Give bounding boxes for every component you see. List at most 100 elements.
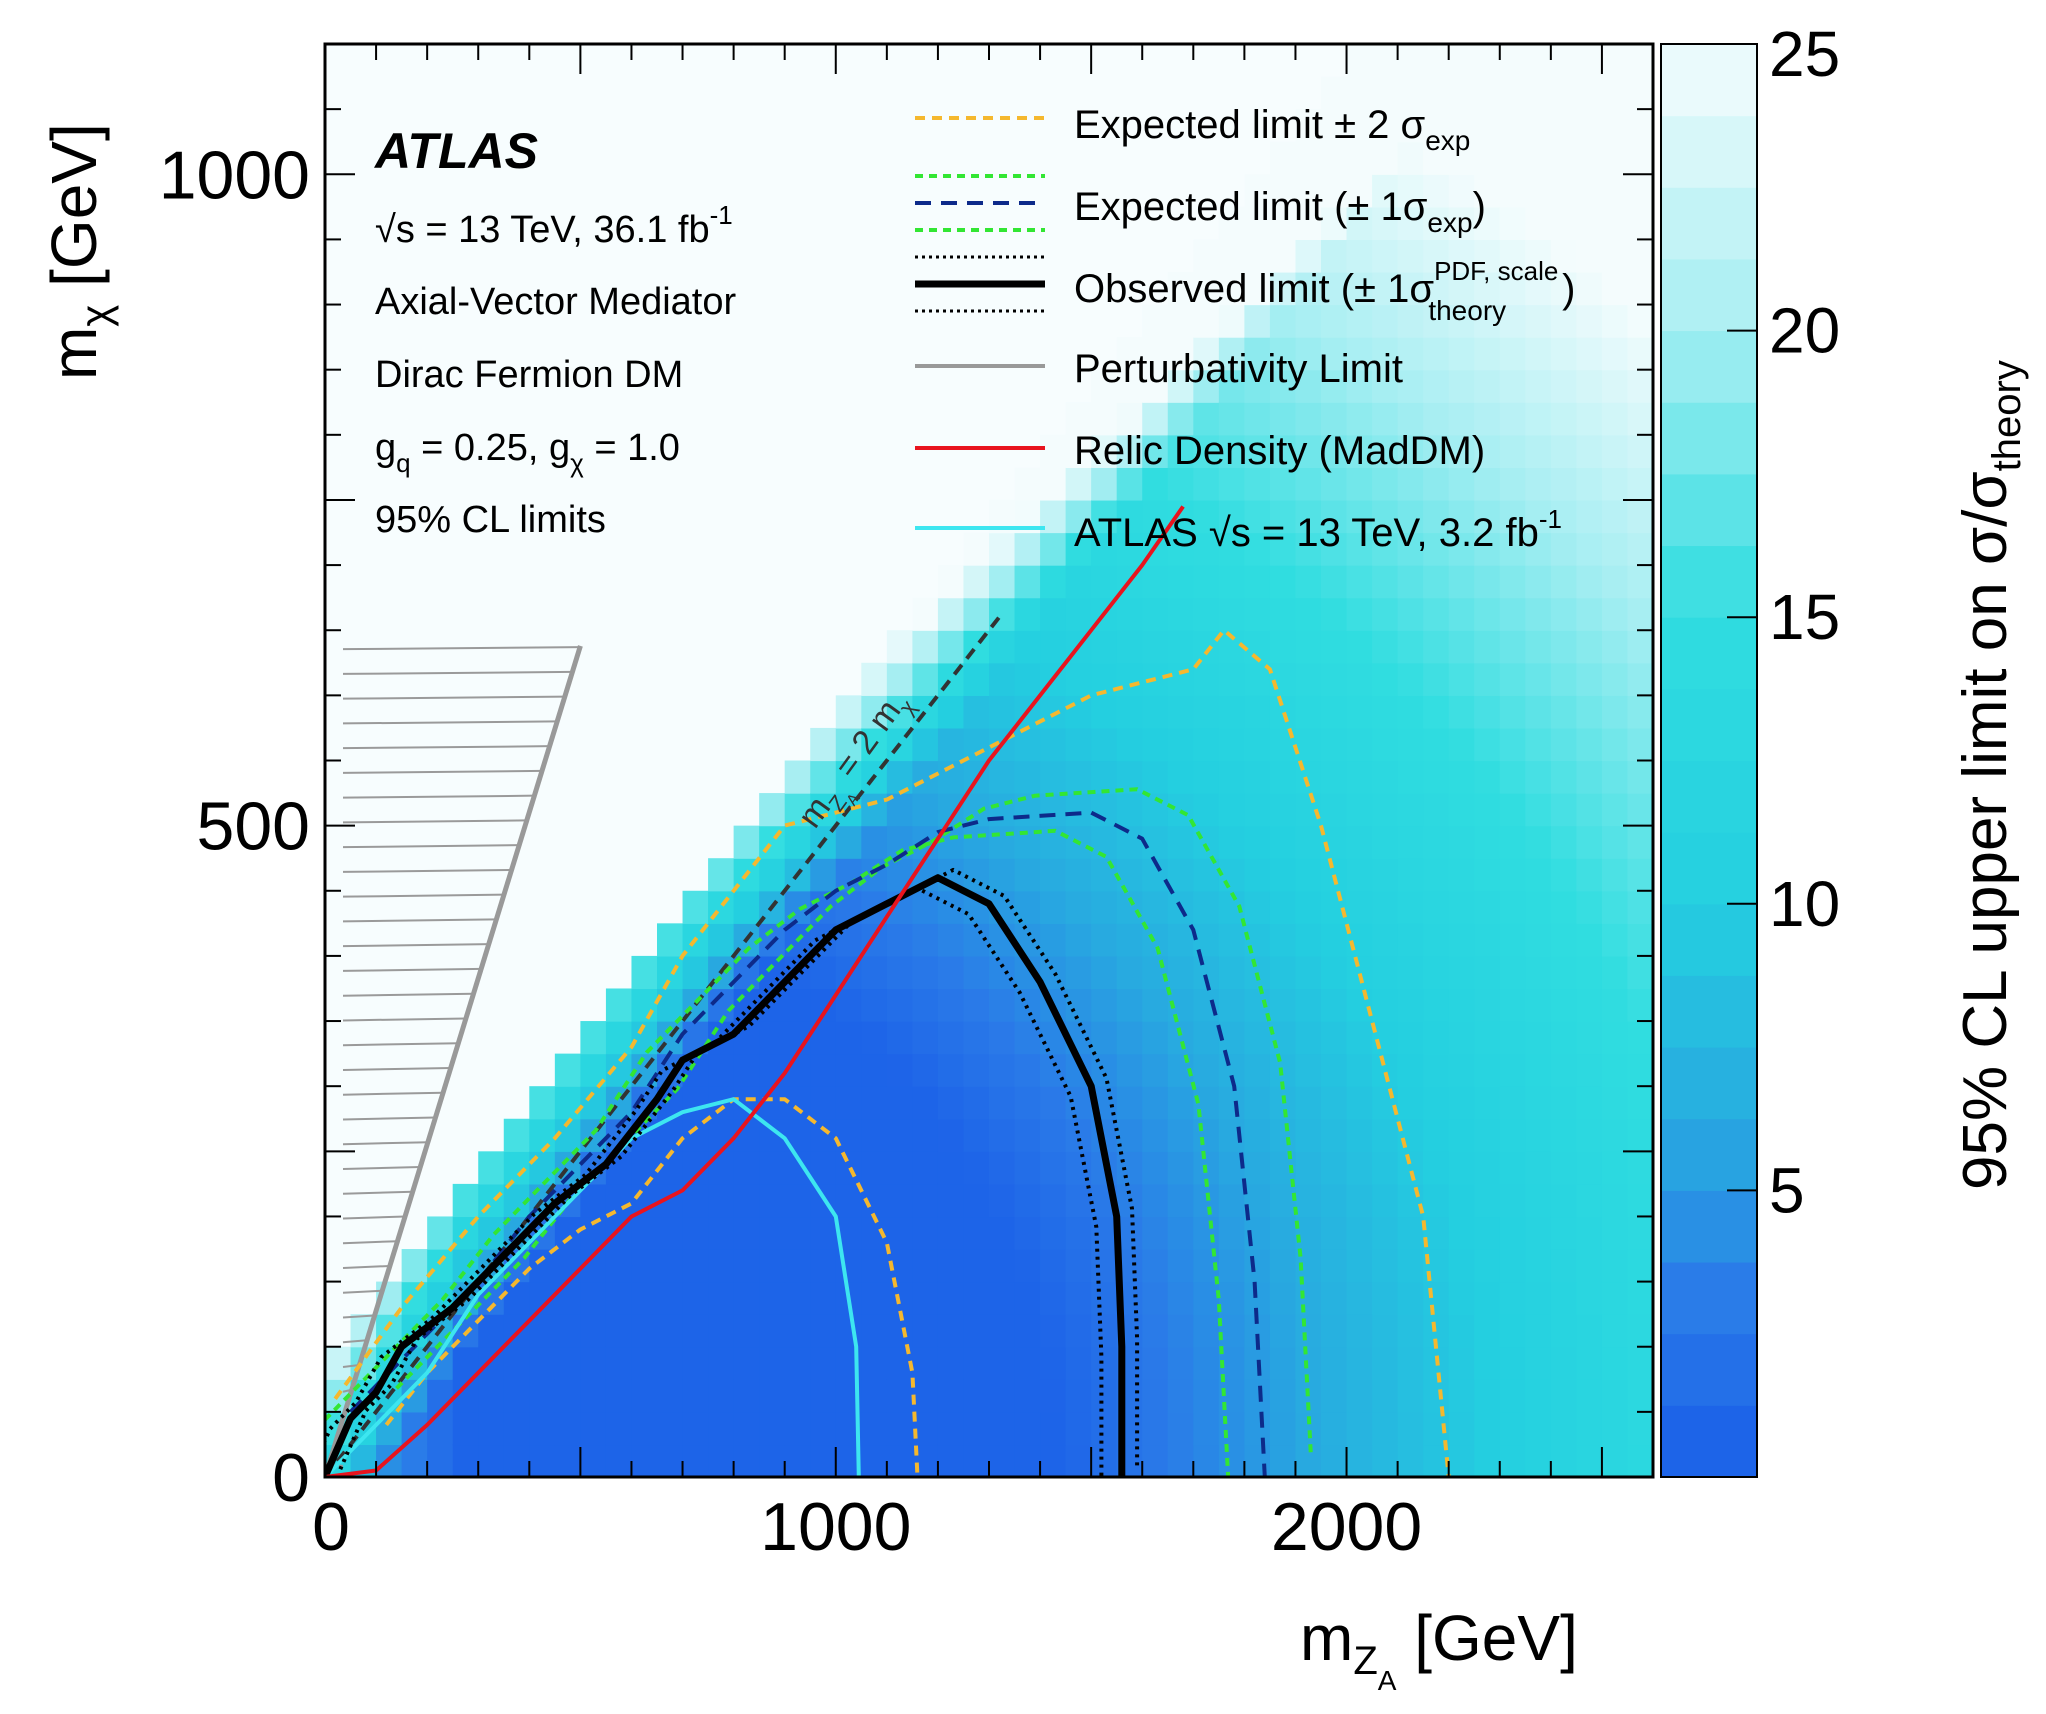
heatmap-cell: [1474, 988, 1501, 1022]
heatmap-cell: [912, 793, 939, 827]
heatmap-cell: [1065, 727, 1092, 762]
heatmap-cell: [1550, 793, 1577, 827]
heatmap-cell: [1576, 662, 1603, 696]
heatmap-cell: [912, 1053, 939, 1087]
heatmap-cell: [861, 988, 888, 1022]
heatmap-cell: [1269, 662, 1297, 696]
heatmap-cell: [1372, 988, 1399, 1022]
heatmap-cell: [1576, 76, 1603, 110]
heatmap-cell: [580, 1086, 607, 1120]
heatmap-cell: [1576, 955, 1603, 990]
heatmap-cell: [1269, 141, 1297, 175]
perturbativity-hatch: [342, 1017, 466, 1022]
heatmap-cell: [708, 1444, 735, 1477]
heatmap-cell: [937, 1183, 965, 1218]
heatmap-cell: [1474, 1379, 1501, 1413]
heatmap-cell: [1014, 1183, 1041, 1218]
heatmap-cell: [1040, 1379, 1067, 1413]
heatmap-cell: [1014, 532, 1041, 566]
heatmap-cell: [1550, 206, 1577, 241]
heatmap-cell: [1269, 988, 1297, 1022]
heatmap-cell: [1525, 793, 1552, 827]
heatmap-cell: [1142, 434, 1169, 468]
heatmap-cell: [1014, 1021, 1041, 1055]
heatmap-cell: [810, 1216, 837, 1250]
heatmap-cell: [733, 1411, 760, 1446]
heatmap-cell: [1423, 630, 1450, 664]
heatmap-cell: [989, 1379, 1016, 1413]
heatmap-cell: [784, 1346, 811, 1380]
heatmap-cell: [1269, 206, 1297, 241]
heatmap-cell: [1474, 206, 1501, 241]
heatmap-cell: [835, 1118, 862, 1152]
heatmap-cell: [1295, 662, 1322, 696]
heatmap-cell: [1601, 532, 1629, 566]
heatmap-cell: [912, 923, 939, 957]
heatmap-cell: [1218, 337, 1245, 371]
heatmap-cell: [605, 1021, 633, 1055]
heatmap-cell: [1499, 44, 1526, 78]
heatmap-cell: [1244, 1118, 1271, 1152]
heatmap-cell: [1448, 1314, 1475, 1348]
heatmap-cell: [1372, 239, 1399, 273]
heatmap-cell: [784, 1411, 811, 1446]
heatmap-cell: [1040, 1086, 1067, 1120]
x-tick-label: 1000: [760, 1489, 911, 1565]
heatmap-cell: [682, 1249, 709, 1283]
heatmap-cell: [1091, 369, 1118, 403]
observed-minus1sigma: [325, 886, 1104, 1477]
heatmap-cell: [1499, 1151, 1526, 1185]
heatmap-cell: [1474, 76, 1501, 110]
heatmap-cell: [1295, 369, 1322, 403]
heatmap-cell: [1499, 630, 1526, 664]
heatmap-cell: [784, 760, 811, 794]
heatmap-cell: [1244, 174, 1271, 208]
heatmap-cell: [1193, 565, 1220, 599]
heatmap-cell: [1372, 1183, 1399, 1218]
heatmap-cell: [478, 1183, 505, 1218]
heatmap-cell: [1167, 402, 1194, 436]
heatmap-cell: [810, 1444, 837, 1477]
heatmap-cell: [1269, 434, 1297, 468]
heatmap-cell: [1346, 890, 1373, 924]
heatmap-cell: [989, 1216, 1016, 1250]
heatmap-cell: [1218, 369, 1245, 403]
heatmap-cell: [1576, 1086, 1603, 1120]
heatmap-cell: [1372, 565, 1399, 599]
heatmap-cell: [1397, 695, 1424, 729]
heatmap-cell: [1448, 955, 1475, 990]
heatmap-cell: [1423, 271, 1450, 306]
heatmap-cell: [1040, 760, 1067, 794]
heatmap-cell: [1167, 565, 1194, 599]
heatmap-cell: [529, 1314, 556, 1348]
heatmap-cell: [810, 1086, 837, 1120]
heatmap-cell: [1269, 1281, 1297, 1315]
heatmap-cell: [1269, 369, 1297, 403]
heatmap-cell: [1423, 597, 1450, 631]
heatmap-cell: [784, 1281, 811, 1315]
heatmap-cell: [1193, 402, 1220, 436]
heatmap-cell: [1499, 1281, 1526, 1315]
heatmap-cell: [1601, 1346, 1629, 1380]
heatmap-cell: [1269, 1411, 1297, 1446]
heatmap-cell: [1448, 499, 1475, 534]
heatmap-cell: [1601, 793, 1629, 827]
heatmap-cell: [1142, 1021, 1169, 1055]
heatmap-cell: [580, 1411, 607, 1446]
perturbativity-hatch: [342, 943, 489, 948]
heatmap-cell: [1065, 955, 1092, 990]
heatmap-cell: [835, 1086, 862, 1120]
heatmap-cell: [1576, 1021, 1603, 1055]
heatmap-cell: [1065, 1346, 1092, 1380]
heatmap-cell: [1193, 271, 1220, 306]
heatmap-cell: [1550, 858, 1577, 892]
heatmap-cell: [835, 825, 862, 859]
heatmap-cell: [1423, 1281, 1450, 1315]
heatmap-cell: [1167, 337, 1194, 371]
heatmap-cell: [631, 955, 658, 990]
heatmap-cell: [1321, 1053, 1348, 1087]
heatmap-cell: [1065, 402, 1092, 436]
heatmap-cell: [1474, 1021, 1501, 1055]
heatmap-cell: [989, 1411, 1016, 1446]
heatmap-cell: [1295, 1151, 1322, 1185]
